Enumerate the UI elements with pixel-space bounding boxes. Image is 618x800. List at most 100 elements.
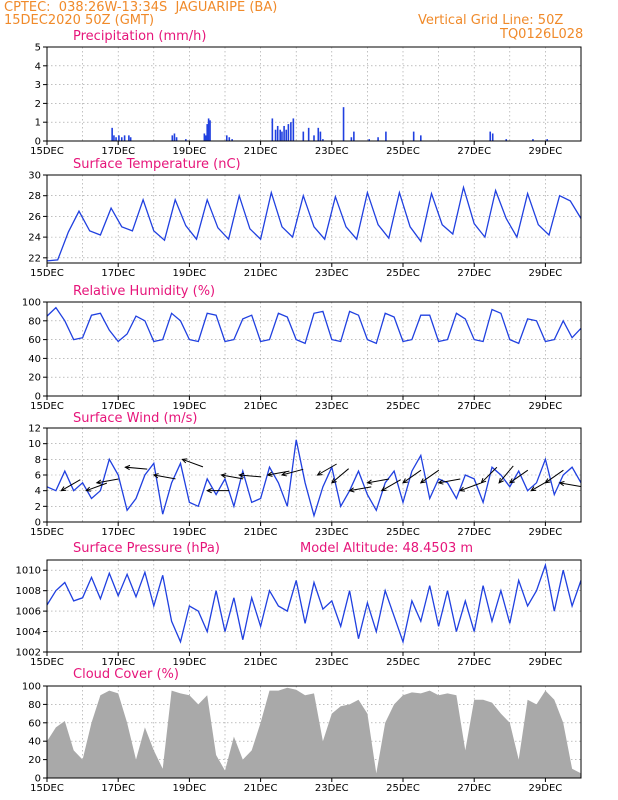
precipitation-title: Precipitation (mm/h) (73, 29, 206, 44)
y-tick-label: 0 (35, 137, 41, 148)
precip-bar (279, 129, 281, 141)
x-tick-label: 23DEC (315, 657, 349, 668)
x-tick-label: 19DEC (173, 527, 207, 538)
x-tick-label: 15DEC (30, 783, 64, 794)
precip-bar (353, 131, 355, 141)
y-tick-label: 1008 (16, 586, 41, 597)
x-tick-label: 29DEC (529, 146, 563, 157)
x-tick-label: 17DEC (101, 657, 135, 668)
y-tick-label: 100 (22, 298, 41, 309)
x-tick-label: 27DEC (457, 657, 491, 668)
precip-bar (319, 131, 322, 141)
precip-bar (276, 125, 279, 141)
x-tick-label: 25DEC (386, 401, 420, 412)
x-tick-label: 25DEC (386, 146, 420, 157)
wind-vector (125, 466, 148, 470)
wind-arrowhead (498, 477, 504, 484)
precip-bar (368, 139, 370, 141)
x-tick-label: 15DEC (30, 401, 64, 412)
x-tick-label: 19DEC (173, 783, 207, 794)
y-tick-label: 30 (28, 171, 41, 182)
wind-arrowhead (366, 479, 373, 485)
plot-frame (46, 301, 582, 397)
precip-bar (115, 137, 117, 141)
x-tick-label: 17DEC (101, 401, 135, 412)
y-tick-label: 60 (28, 718, 41, 729)
y-tick-label: 2 (35, 99, 41, 110)
wind-arrowhead (508, 478, 515, 484)
wind-title: Surface Wind (m/s) (73, 411, 197, 426)
x-tick-label: 27DEC (457, 401, 491, 412)
plot-frame (46, 46, 582, 142)
x-tick-label: 27DEC (457, 268, 491, 279)
wind-vector (559, 482, 582, 488)
wind-vector (349, 486, 372, 492)
x-tick-label: 19DEC (173, 268, 207, 279)
x-tick-label: 25DEC (386, 783, 420, 794)
y-tick-label: 26 (28, 212, 41, 223)
precip-bar (307, 127, 310, 141)
wind-arrowhead (85, 486, 92, 492)
precip-bar (350, 137, 353, 141)
y-tick-label: 40 (28, 354, 41, 365)
x-tick-label: 21DEC (244, 783, 278, 794)
header-station: CPTEC: 038:26W-13:34S JAGUARIPE (BA) (4, 0, 278, 15)
cloud-cover-area (47, 687, 581, 778)
precip-bar (322, 139, 324, 141)
x-tick-label: 21DEC (244, 268, 278, 279)
precip-bar (377, 137, 379, 141)
x-tick-label: 23DEC (315, 268, 349, 279)
wind-vector (459, 482, 481, 492)
x-tick-label: 27DEC (457, 783, 491, 794)
precip-bar (206, 124, 208, 141)
wind-vector (331, 468, 349, 484)
wind-arrowhead (220, 473, 227, 479)
pressure-subtitle: Model Altitude: 48.4503 m (300, 541, 473, 556)
wind-arrowhead (544, 478, 551, 484)
plot-frame (46, 559, 582, 653)
y-tick-label: 6 (35, 471, 41, 482)
plot-frame (46, 427, 582, 523)
x-tick-label: 21DEC (244, 527, 278, 538)
wind-arrowhead (316, 470, 323, 476)
wind-vector (545, 469, 564, 484)
wind-vector (96, 478, 119, 484)
y-tick-label: 40 (28, 737, 41, 748)
precip-bar (292, 118, 295, 141)
pressure-line (46, 562, 582, 645)
x-tick-label: 25DEC (386, 268, 420, 279)
wind-arrowhead (530, 486, 537, 492)
precip-bar (317, 127, 320, 141)
precip-bar (274, 129, 277, 141)
precip-bar (489, 131, 492, 141)
wind-arrowhead (266, 471, 273, 477)
x-tick-label: 19DEC (173, 657, 207, 668)
cloud-cover-title: Cloud Cover (%) (73, 667, 179, 682)
humidity-panel: 0 20 40 60 80 100 15DEC 17DEC 19DEC 21DEC 23DEC 25D… (22, 284, 582, 412)
x-tick-label: 23DEC (315, 401, 349, 412)
precip-bar (271, 118, 274, 141)
y-tick-label: 24 (28, 233, 41, 244)
y-tick-label: 80 (28, 316, 41, 327)
x-tick-label: 15DEC (30, 146, 64, 157)
wind-arrowhead (437, 479, 444, 485)
wind-vector (153, 474, 176, 480)
y-tick-label: 1002 (16, 648, 41, 659)
x-tick-label: 29DEC (529, 657, 563, 668)
y-tick-label: 60 (28, 335, 41, 346)
y-tick-label: 0 (35, 518, 41, 529)
wind-arrowhead (558, 480, 565, 487)
y-tick-label: 22 (28, 253, 41, 264)
precip-bar (491, 133, 494, 141)
precip-bar (313, 135, 315, 141)
x-tick-label: 25DEC (386, 657, 420, 668)
y-tick-label: 1004 (16, 627, 41, 638)
precip-bar (120, 137, 123, 141)
wind-vector (438, 478, 461, 484)
cloud-cover-panel: 0 20 40 60 80 100 15DEC 17DEC 19DEC 21DEC 23DEC 25D… (22, 667, 582, 794)
x-tick-label: 21DEC (244, 657, 278, 668)
x-tick-label: 15DEC (30, 268, 64, 279)
y-tick-label: 0 (35, 392, 41, 403)
wind-vector (85, 482, 108, 492)
